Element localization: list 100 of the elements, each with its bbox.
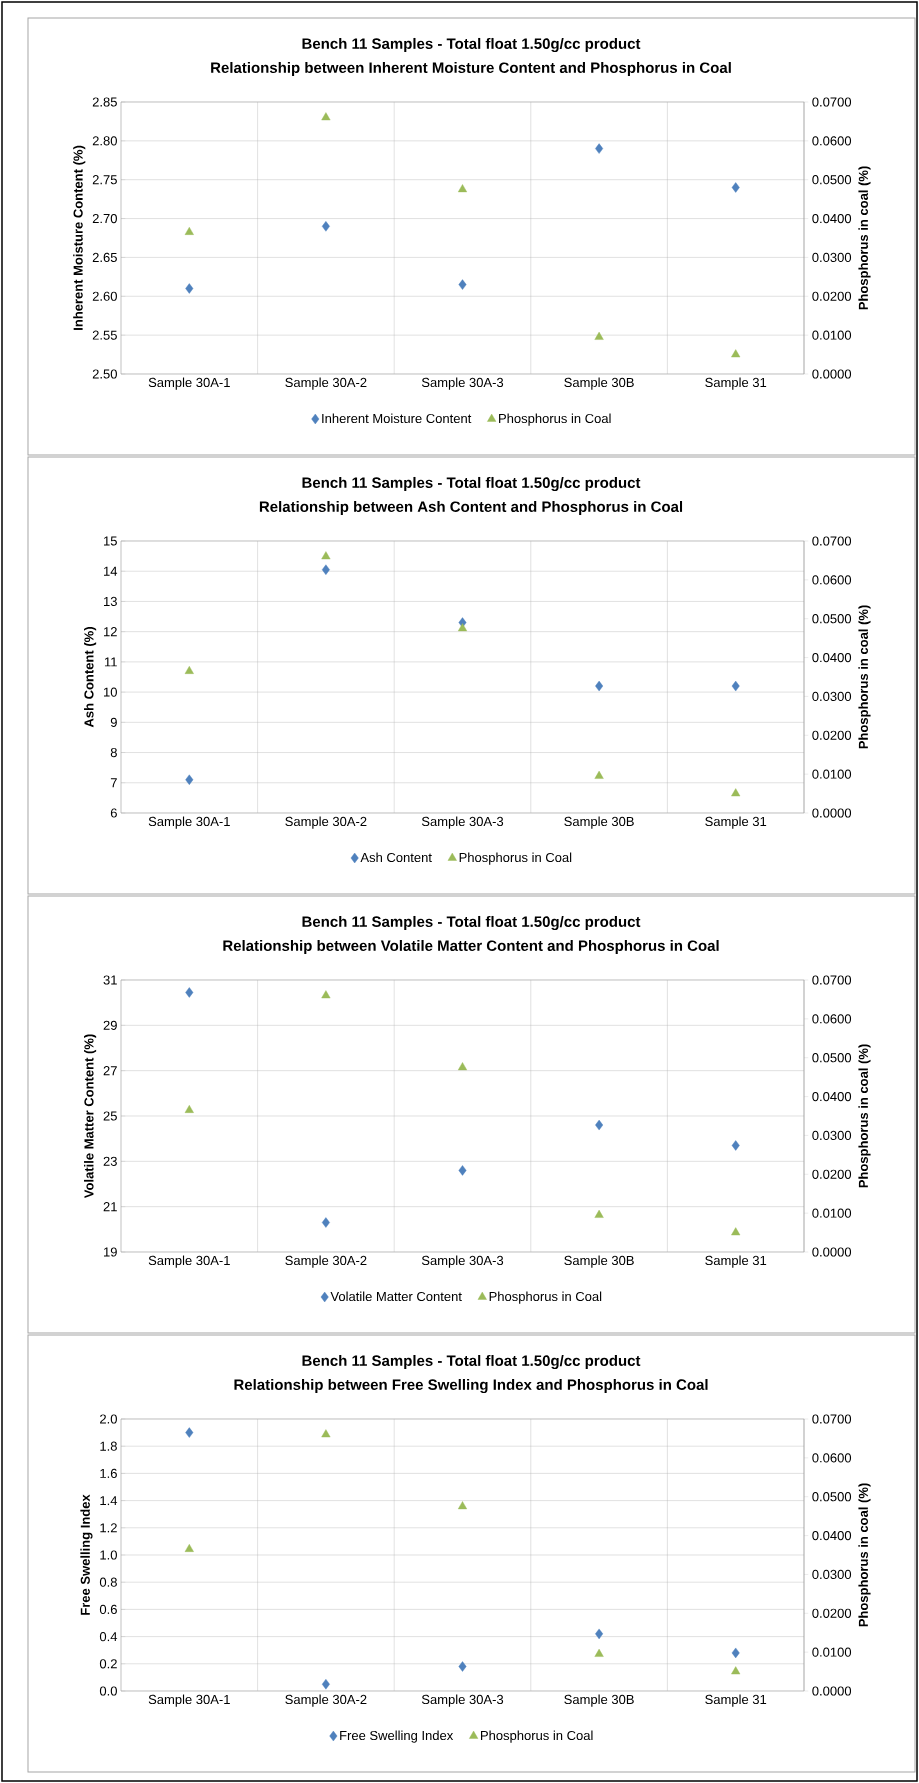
point (321, 990, 331, 999)
point (321, 1679, 330, 1690)
y2-tick-label: 0.0400 (812, 1530, 852, 1541)
point (321, 564, 330, 575)
y-tick-label: 21 (103, 1202, 117, 1212)
point (458, 1165, 467, 1176)
point (185, 987, 194, 998)
point (458, 279, 467, 290)
y2-tick-label: 0.0100 (812, 330, 852, 340)
point (594, 1648, 604, 1657)
y-tick-label: 23 (103, 1156, 117, 1166)
x-tick-label: Sample 30B (564, 1255, 634, 1268)
y2-tick-label: 0.0000 (812, 808, 852, 818)
y2-axis-title: Phosphorus in coal (%) (858, 1044, 871, 1188)
x-tick-label: Sample 30A-3 (421, 1694, 504, 1707)
point (321, 112, 331, 121)
point (321, 551, 331, 560)
y2-tick-label: 0.0100 (812, 769, 852, 779)
y-tick-label: 8 (110, 747, 117, 758)
y-tick-label: 31 (103, 975, 117, 985)
y2-tick-label: 0.0600 (812, 1453, 852, 1463)
chart-title: Bench 11 Samples - Total float 1.50g/cc product (302, 1354, 641, 1370)
chart-title: Bench 11 Samples - Total float 1.50g/cc product (302, 915, 641, 931)
point (731, 1666, 741, 1675)
y-tick-label: 27 (103, 1066, 117, 1076)
x-tick-label: Sample 30A-2 (285, 816, 367, 829)
y-tick-label: 2.80 (92, 136, 117, 146)
y2-tick-label: 0.0500 (812, 1492, 852, 1502)
y-tick-label: 12 (104, 627, 117, 637)
point (594, 331, 604, 340)
point (185, 774, 194, 785)
x-tick-label: Sample 30A-1 (148, 1255, 230, 1268)
y-tick-label: 6 (110, 808, 117, 818)
x-tick-label: Sample 30B (564, 816, 634, 829)
chart-title: Bench 11 Samples - Total float 1.50g/cc product (302, 476, 641, 492)
point (595, 1628, 604, 1640)
y-axis-title: Inherent Moisture Content (%) (73, 145, 86, 330)
point (321, 1217, 330, 1228)
y2-tick-label: 0.0500 (812, 614, 852, 624)
y2-tick-label: 0.0000 (812, 369, 852, 379)
point (184, 1104, 194, 1113)
y-tick-label: 2.50 (92, 369, 117, 379)
y2-axis-title: Phosphorus in coal (%) (858, 166, 871, 310)
point (595, 1119, 604, 1131)
point (457, 184, 468, 193)
y-tick-label: 1.4 (100, 1496, 118, 1506)
y2-tick-label: 0.0400 (812, 652, 852, 663)
legend-label: Free Swelling Index (340, 1730, 454, 1743)
y2-tick-label: 0.0000 (812, 1247, 852, 1257)
x-tick-label: Sample 30A-1 (148, 816, 230, 829)
legend-label: Phosphorus in Coal (499, 413, 611, 426)
y2-tick-label: 0.0600 (812, 575, 852, 585)
point (731, 182, 740, 193)
y-tick-label: 11 (104, 657, 117, 667)
y-tick-label: 25 (103, 1111, 117, 1121)
x-tick-label: Sample 30A-1 (148, 1694, 230, 1707)
point (731, 1647, 740, 1659)
legend-label: Volatile Matter Content (330, 1291, 462, 1302)
y2-tick-label: 0.0700 (812, 536, 852, 546)
point (457, 623, 468, 632)
y2-tick-label: 0.0300 (812, 691, 852, 702)
y-tick-label: 2.0 (100, 1414, 117, 1424)
x-tick-label: Sample 30A-3 (421, 1255, 504, 1268)
legend-label: Inherent Moisture Content (322, 413, 472, 424)
chart-title: Bench 11 Samples - Total float 1.50g/cc product (302, 37, 641, 53)
point (731, 680, 740, 692)
point (458, 1661, 467, 1672)
point (321, 221, 330, 232)
x-tick-label: Sample 30A-2 (285, 1694, 367, 1707)
y2-tick-label: 0.0600 (812, 1014, 852, 1024)
y-tick-label: 19 (104, 1247, 117, 1257)
point (185, 1427, 194, 1438)
point (321, 1429, 331, 1438)
point (457, 1062, 468, 1071)
y2-axis-title: Phosphorus in coal (%) (858, 1483, 871, 1627)
chart-subtitle: Relationship between Inherent Moisture Content and Phosphorus in Coal (211, 61, 731, 76)
y2-tick-label: 0.0500 (812, 1053, 852, 1063)
y-tick-label: 0.0 (99, 1686, 117, 1696)
y2-tick-label: 0.0200 (812, 1608, 852, 1618)
point (731, 1227, 741, 1236)
point (185, 283, 194, 294)
y-tick-label: 2.60 (92, 291, 117, 301)
y2-tick-label: 0.0700 (812, 97, 852, 107)
y2-tick-label: 0.0700 (812, 975, 852, 985)
y-tick-label: 0.2 (99, 1659, 117, 1669)
y-tick-label: 0.6 (99, 1604, 117, 1614)
y2-tick-label: 0.0000 (812, 1686, 852, 1696)
point (457, 1501, 468, 1510)
x-tick-label: Sample 30A-2 (285, 1255, 367, 1268)
point (184, 1543, 194, 1552)
point (731, 349, 741, 358)
point (731, 788, 741, 797)
y2-tick-label: 0.0100 (812, 1208, 852, 1218)
x-tick-label: Sample 31 (705, 377, 767, 390)
y-tick-label: 1.2 (100, 1523, 117, 1533)
legend-label: Phosphorus in Coal (489, 1291, 602, 1304)
legend-label: Phosphorus in Coal (481, 1730, 593, 1743)
y-tick-label: 1.8 (100, 1441, 117, 1451)
legend-label: Ash Content (360, 852, 432, 863)
y2-tick-label: 0.0200 (812, 291, 852, 301)
